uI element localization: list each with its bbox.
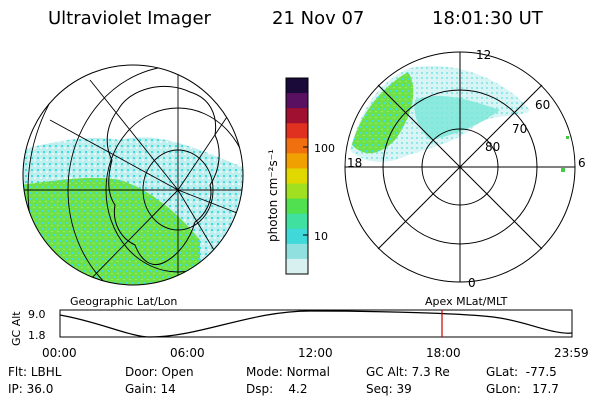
mlat-label-60: 60 [535,98,551,112]
gc-alt-status: GC Alt: 7.3 Re [366,365,450,379]
mlt-label-6: 6 [578,156,586,170]
polar-plot [344,51,576,283]
filter-status: Flt: LBHL [8,365,61,379]
timeline-xtick-0000: 00:00 [42,346,77,360]
mlt-label-12: 12 [476,48,492,62]
colorbar [285,77,309,275]
seq-status: Seq: 39 [366,382,412,396]
mlat-label-70: 70 [512,122,528,136]
mode-label: Mode: [246,365,283,379]
timeline-ytick-high: 9.0 [28,308,46,321]
colorbar-segment [286,213,308,230]
glon-label: GLon: [486,382,521,396]
glat-value: -77.5 [525,365,557,379]
door-value: Open [161,365,194,379]
colorbar-unit-label: photon cm⁻²s⁻¹ [266,149,280,242]
gain-status: Gain: 14 [125,382,176,396]
observation-time: 18:01:30 UT [432,8,543,29]
colorbar-tick-10: 10 [314,230,328,243]
colorbar-segment [286,168,308,185]
timeline-xtick-2359: 23:59 [554,346,589,360]
observation-date: 21 Nov 07 [272,8,365,29]
colorbar-segment [286,108,308,124]
gc-alt-value: 7.3 Re [411,365,450,379]
dsp-value: 4.2 [288,382,308,396]
mlat-label-80: 80 [485,140,501,154]
colorbar-segment [286,93,308,109]
geographic-map [23,65,243,285]
altitude-curve [59,310,573,338]
mode-status: Mode: Normal [246,365,330,379]
dsp-status: Dsp: 4.2 [246,382,308,396]
colorbar-tick-100: 100 [314,142,335,155]
ip-status: IP: 36.0 [8,382,53,396]
filter-value: LBHL [30,365,62,379]
colorbar-segment [286,258,308,275]
colorbar-segment [286,243,308,260]
gc-alt-label: GC Alt: [366,365,408,379]
colorbar-segment [286,138,308,154]
gc-altitude-timeline [59,309,573,338]
glat-label: GLat: [486,365,519,379]
colorbar-border [285,77,309,275]
mlt-label-0: 0 [468,276,476,290]
glat-status: GLat: -77.5 [486,365,557,379]
door-status: Door: Open [125,365,194,379]
colorbar-segment [286,78,308,94]
polar-plot-caption: Apex MLat/MLT [425,295,508,308]
ip-label: IP: [8,382,23,396]
ip-value: 36.0 [26,382,54,396]
gain-label: Gain: [125,382,157,396]
colorbar-segment [286,183,308,200]
colorbar-segment [286,123,308,139]
mlt-label-18: 18 [347,156,363,170]
door-label: Door: [125,365,158,379]
gain-value: 14 [160,382,176,396]
mode-value: Normal [286,365,330,379]
geo-map-caption: Geographic Lat/Lon [70,295,178,308]
geo-map-border [22,64,244,286]
filter-label: Flt: [8,365,27,379]
glon-status: GLon: 17.7 [486,382,559,396]
timeline-xtick-1800: 18:00 [426,346,461,360]
timeline-axis-title: GC Alt [10,311,23,346]
colorbar-segment [286,198,308,215]
instrument-title: Ultraviolet Imager [48,8,211,29]
seq-label: Seq: [366,382,393,396]
antarctica-outline [106,85,220,266]
glon-value: 17.7 [532,382,559,396]
seq-value: 39 [396,382,412,396]
colorbar-segment [286,228,308,245]
timeline-ytick-low: 1.8 [28,329,46,342]
colorbar-segment [286,153,308,169]
timeline-xtick-0600: 06:00 [170,346,205,360]
dsp-label: Dsp: [246,382,274,396]
timeline-xtick-1200: 12:00 [298,346,333,360]
